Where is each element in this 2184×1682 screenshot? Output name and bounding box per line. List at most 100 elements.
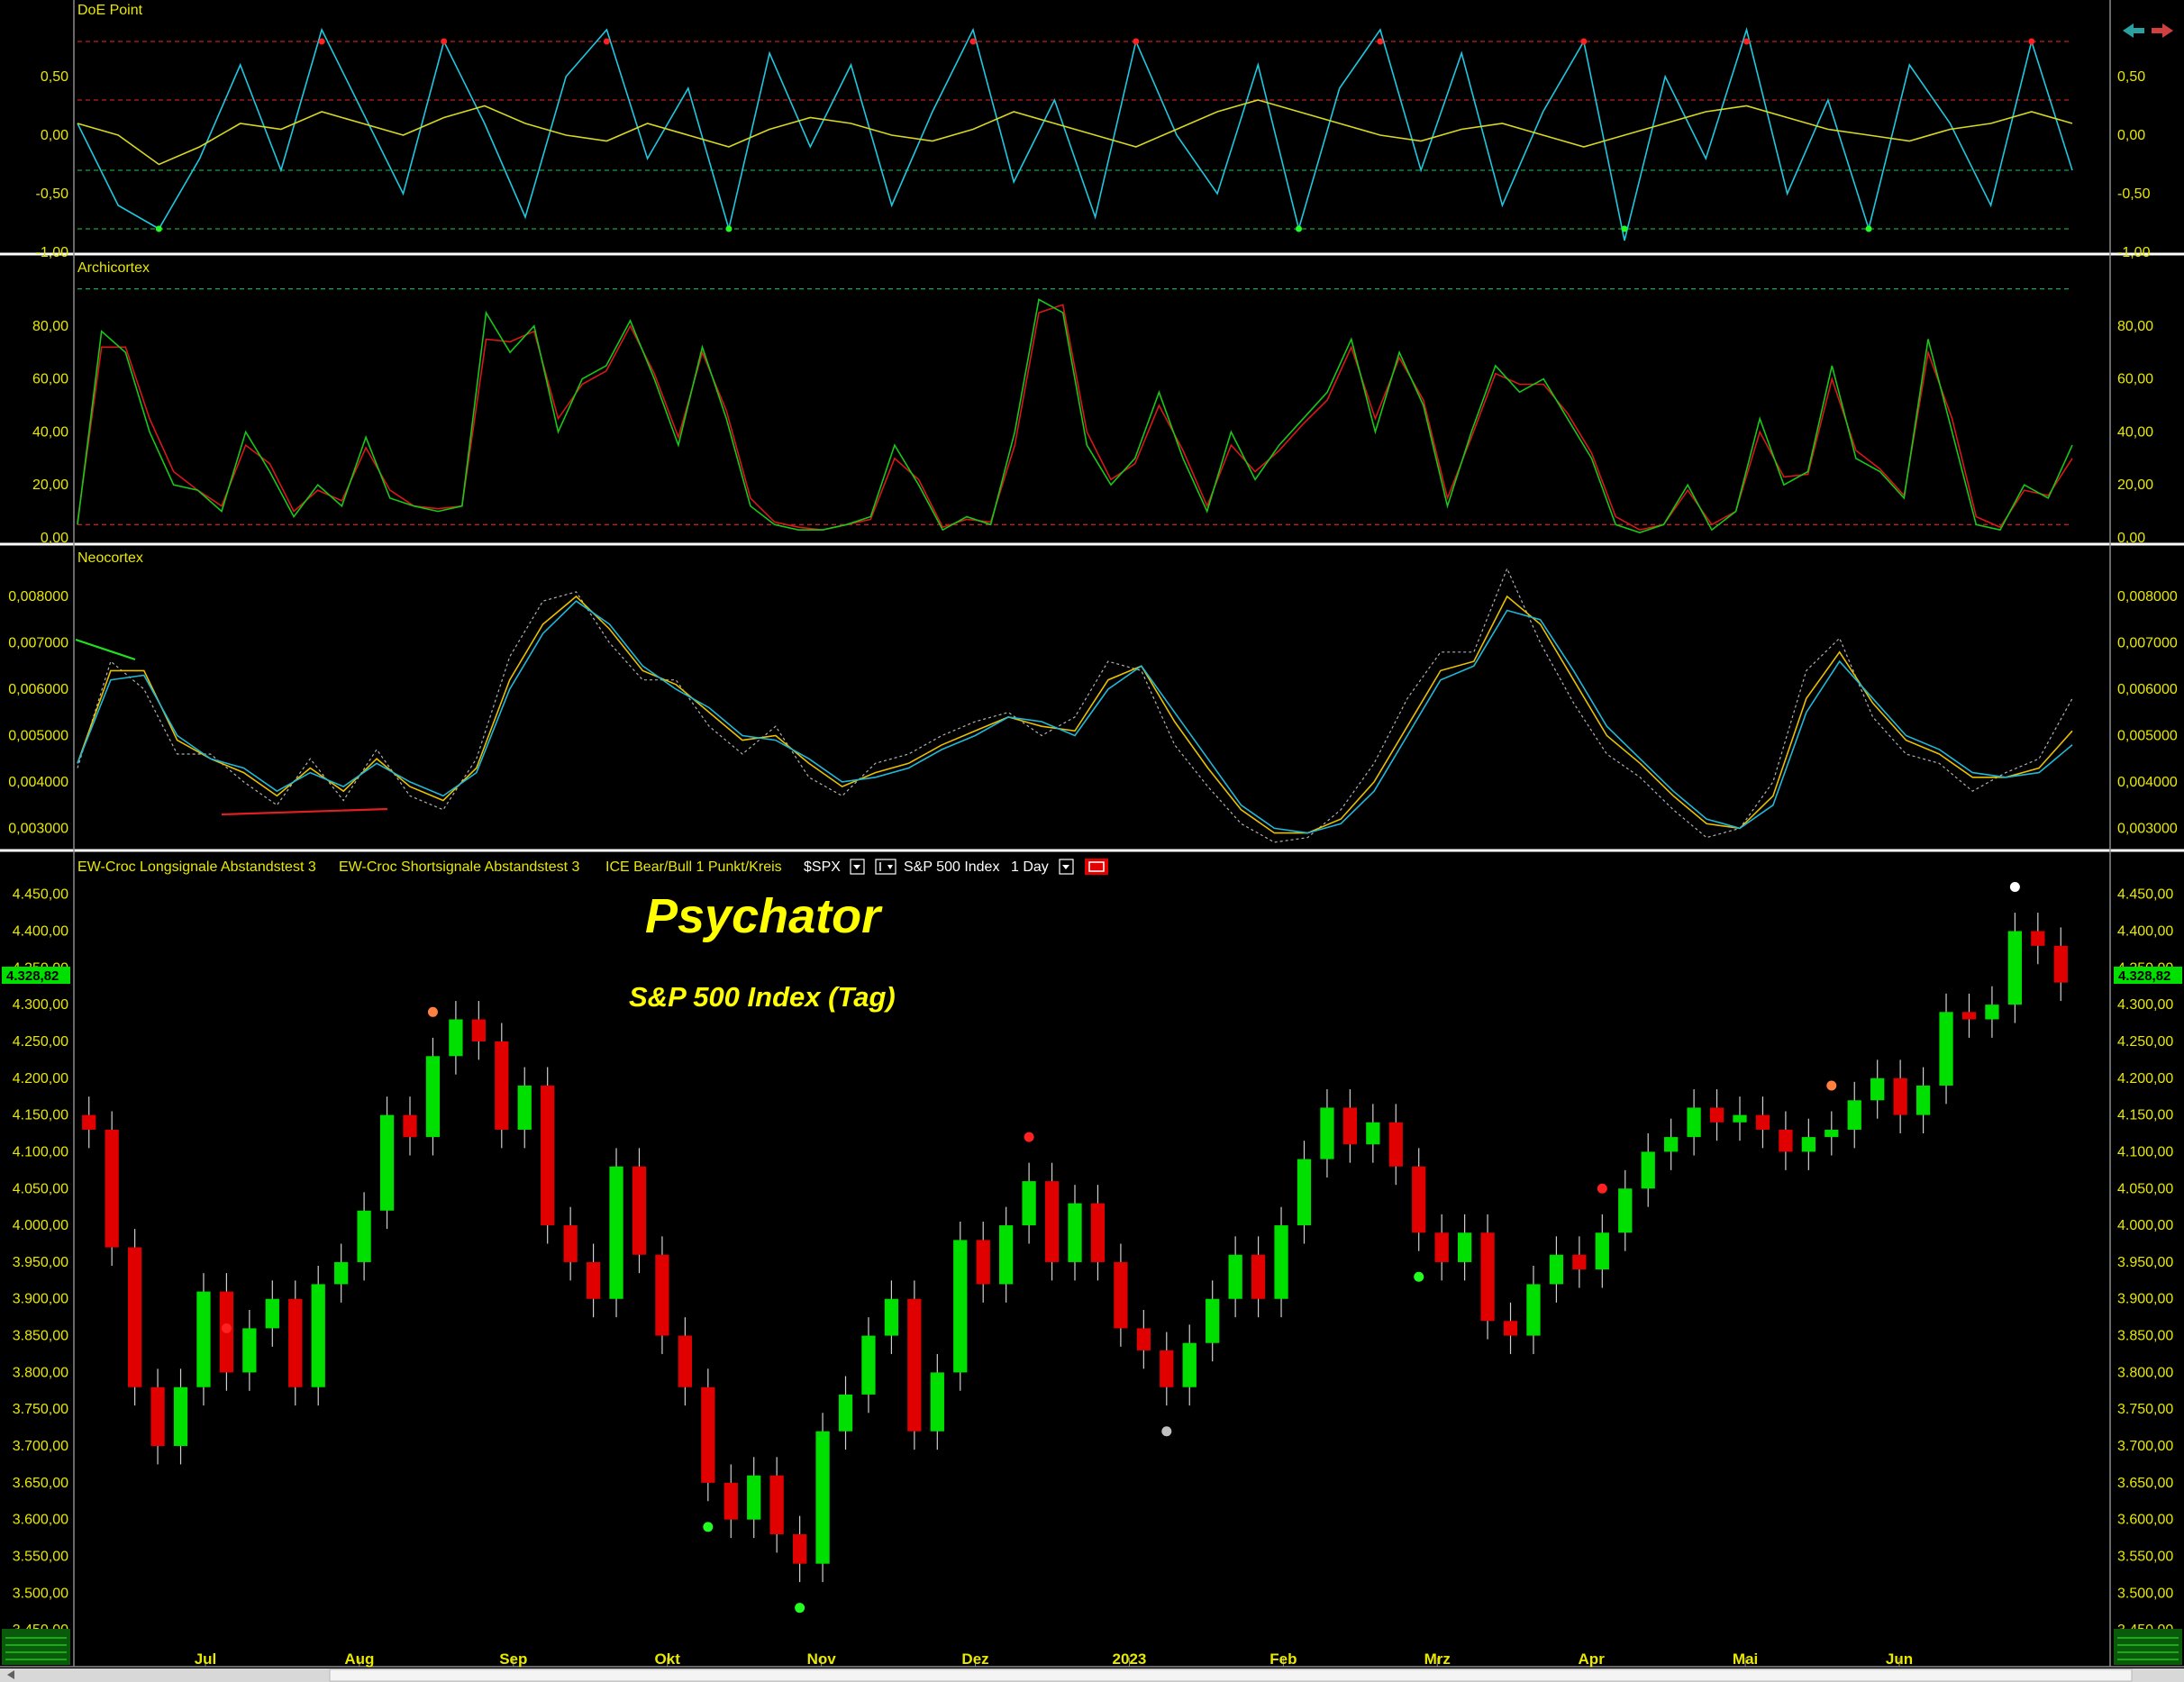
price-candle-body xyxy=(1228,1254,1242,1299)
price-candle-body xyxy=(655,1254,669,1336)
price-candle-body xyxy=(1755,1114,1770,1130)
neo-ytick-left: 0,008000 xyxy=(8,589,68,605)
price-candle-body xyxy=(1870,1077,1885,1101)
archi-ytick-right: 80,00 xyxy=(2117,319,2153,334)
neocortex-panel: 0,008000 0,008000 0,007000 0,007000 0,006000… xyxy=(8,567,2178,843)
price-candle-body xyxy=(1114,1261,1128,1329)
price-candle-body xyxy=(1985,1005,1999,1020)
price-ytick-right: 3.700,00 xyxy=(2117,1439,2173,1454)
price-candle-body xyxy=(884,1298,899,1336)
price-ytick-right: 3.950,00 xyxy=(2117,1255,2173,1270)
neo-ytick-left: 0,006000 xyxy=(8,682,68,697)
record-icon[interactable] xyxy=(1085,859,1108,875)
price-ytick-right: 3.850,00 xyxy=(2117,1329,2173,1344)
volume-meter-left xyxy=(2,1629,70,1665)
price-candle-body xyxy=(403,1114,417,1138)
price-candle-body xyxy=(425,1056,441,1138)
price-candle-body xyxy=(953,1240,968,1373)
price-signal-dot xyxy=(221,1323,232,1333)
volume-meter-right xyxy=(2114,1629,2182,1665)
price-candle-body xyxy=(678,1335,693,1387)
price-candle-body xyxy=(838,1394,853,1432)
price-candle-body xyxy=(1709,1107,1724,1123)
price-candle-body xyxy=(1366,1122,1380,1145)
price-ytick-right: 3.800,00 xyxy=(2117,1365,2173,1380)
horizontal-scrollbar[interactable] xyxy=(0,1668,2184,1682)
price-ytick-right: 4.200,00 xyxy=(2117,1071,2173,1086)
doe-ytick-left: -1,00 xyxy=(36,245,69,260)
price-candle-body xyxy=(1641,1151,1655,1189)
price-xtick-label: Sep xyxy=(499,1650,527,1668)
doe-overbought-dot xyxy=(603,38,610,45)
price-ytick-left: 3.800,00 xyxy=(13,1365,68,1380)
header-label-short: EW-Croc Shortsignale Abstandstest 3 xyxy=(339,859,579,875)
interval-label[interactable]: 1 Day xyxy=(1011,859,1049,875)
doe-ytick-right: 0,00 xyxy=(2117,128,2145,143)
price-candle-body xyxy=(1779,1129,1793,1152)
price-candle-body xyxy=(2053,945,2068,983)
neo-ytick-right: 0,005000 xyxy=(2117,728,2178,743)
doe-slow-line xyxy=(77,99,2073,166)
price-xtick-label: Okt xyxy=(655,1650,681,1668)
price-candle-body xyxy=(1961,1012,1977,1020)
price-candle-body xyxy=(769,1475,784,1535)
doe-panel-title: DoE Point xyxy=(77,3,143,18)
doe-ytick-right: -0,50 xyxy=(2117,186,2151,202)
price-candle-body xyxy=(1618,1188,1633,1233)
price-candle-body xyxy=(150,1387,165,1447)
doe-overbought-dot xyxy=(1743,38,1751,45)
indicator-dropdown-icon[interactable] xyxy=(875,859,896,875)
price-candle-body xyxy=(1068,1203,1082,1262)
neo-divergence-line-red xyxy=(221,807,388,816)
price-candle-body xyxy=(1160,1350,1174,1387)
sync-arrows-icon[interactable] xyxy=(2123,23,2173,38)
doe-oversold-dot xyxy=(725,225,733,232)
price-candle-body xyxy=(1388,1122,1403,1167)
price-ytick-right: 3.600,00 xyxy=(2117,1513,2173,1528)
price-ytick-right: 4.250,00 xyxy=(2117,1034,2173,1050)
doe-oversold-dot xyxy=(1621,225,1628,232)
price-ytick-left: 4.400,00 xyxy=(13,923,68,939)
price-candle-body xyxy=(1526,1284,1541,1336)
doe-overbought-dot xyxy=(1377,38,1384,45)
price-candle-body xyxy=(701,1387,715,1483)
last-price-badge-left: 4.328,82 xyxy=(2,967,70,984)
neo-ytick-right: 0,006000 xyxy=(2117,682,2178,697)
price-ytick-left: 4.450,00 xyxy=(13,887,68,903)
price-candle-body xyxy=(1664,1137,1679,1152)
price-candle-body xyxy=(471,1019,486,1041)
price-signal-dot xyxy=(1161,1426,1172,1437)
price-ytick-left: 3.750,00 xyxy=(13,1402,68,1417)
doe-ytick-right: 0,50 xyxy=(2117,69,2145,85)
brand-subtitle: S&P 500 Index (Tag) xyxy=(629,981,896,1013)
symbol-label[interactable]: $SPX xyxy=(804,859,841,875)
neo-ytick-right: 0,003000 xyxy=(2117,821,2178,836)
neo-panel-title: Neocortex xyxy=(77,550,143,566)
archi-ytick-right: 20,00 xyxy=(2117,477,2153,493)
doe-overbought-dot xyxy=(2028,38,2035,45)
archi-ytick-right: 40,00 xyxy=(2117,424,2153,440)
doe-oversold-dot xyxy=(155,225,162,232)
price-signal-dot xyxy=(2009,881,2020,892)
price-signal-dot xyxy=(795,1603,805,1614)
price-ytick-left: 4.150,00 xyxy=(13,1108,68,1123)
panel-dividers xyxy=(0,252,2184,852)
archi-ytick-right: 0,00 xyxy=(2117,531,2145,546)
price-xtick-label: Apr xyxy=(1579,1650,1606,1668)
price-candle-body xyxy=(379,1114,395,1211)
price-ytick-left: 4.000,00 xyxy=(13,1218,68,1233)
symbol-dropdown-icon[interactable] xyxy=(850,859,865,875)
svg-text:4.328,82: 4.328,82 xyxy=(6,968,59,984)
neo-ytick-right: 0,007000 xyxy=(2117,636,2178,651)
brand-title: Psychator xyxy=(645,889,883,943)
price-candle-body xyxy=(449,1019,463,1057)
interval-dropdown-icon[interactable] xyxy=(1059,859,1074,875)
price-candle-body xyxy=(1090,1203,1106,1262)
neo-ytick-left: 0,007000 xyxy=(8,636,68,651)
price-ytick-right: 3.650,00 xyxy=(2117,1476,2173,1491)
archi-panel-title: Archicortex xyxy=(77,260,150,276)
price-xtick-label: Mrz xyxy=(1424,1650,1451,1668)
price-candle-body xyxy=(563,1225,578,1262)
price-xtick-label: Nov xyxy=(807,1650,837,1668)
price-candle-body xyxy=(1825,1129,1839,1138)
